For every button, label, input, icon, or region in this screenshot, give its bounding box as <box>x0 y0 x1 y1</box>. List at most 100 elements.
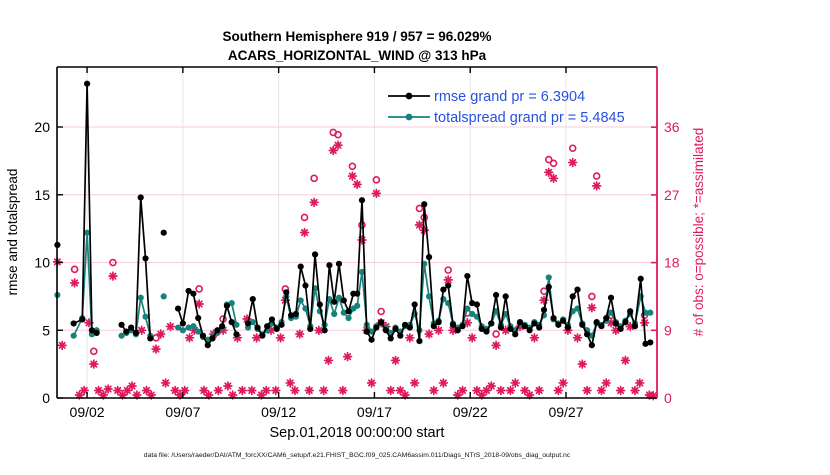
rmse-point <box>358 197 366 204</box>
totalspread-point <box>607 309 615 316</box>
totalspread-point <box>233 321 240 328</box>
rmse-point <box>642 340 649 347</box>
possible-point <box>588 292 596 301</box>
right-tick-label: 9 <box>664 322 672 338</box>
legend-rmse-marker <box>405 92 413 100</box>
rmse-point <box>326 262 333 269</box>
rmse-point <box>118 321 125 328</box>
rmse-point <box>622 319 629 326</box>
right-tick-label: 36 <box>664 119 680 135</box>
assimilated-point <box>342 351 353 362</box>
assimilated-point <box>74 390 85 400</box>
assimilated-point <box>620 355 631 366</box>
rmse-point <box>268 316 276 323</box>
rmse-point <box>483 328 490 335</box>
rmse-point <box>363 328 370 335</box>
rmse-point <box>588 342 595 349</box>
rmse-point <box>160 229 167 236</box>
rmse-point <box>214 327 221 334</box>
assimilated-point <box>223 381 233 391</box>
plot-title-line2: ACARS_HORIZONTAL_WIND @ 313 hPa <box>228 48 487 63</box>
possible-point <box>549 159 558 168</box>
possible-point <box>195 285 203 293</box>
rmse-point <box>445 282 452 289</box>
totalspread-point <box>137 294 144 301</box>
totalspread-point <box>142 313 149 320</box>
rmse-point <box>244 320 252 327</box>
assimilated-point <box>266 325 276 336</box>
rmse-point <box>254 324 261 331</box>
tick-marks <box>57 67 657 399</box>
assimilated-point <box>333 140 343 150</box>
rmse-point <box>497 324 504 331</box>
assimilated-point <box>529 333 540 343</box>
rmse-point <box>335 260 343 267</box>
assimilated-point <box>462 318 473 328</box>
assimilated-point <box>544 167 554 178</box>
assimilated-point <box>591 181 602 191</box>
rmse-point <box>492 291 500 299</box>
rmse-point <box>142 255 149 262</box>
rmse-point <box>79 316 86 323</box>
rmse-point <box>435 319 442 326</box>
assimilated-point <box>184 333 195 343</box>
assimilated-point <box>395 385 406 396</box>
rmse-point <box>302 282 309 289</box>
x-tick-label: 09/07 <box>165 404 200 420</box>
assimilated-point <box>112 385 123 396</box>
rmse-point <box>147 335 154 342</box>
left-tick-label: 15 <box>34 187 50 203</box>
totalspread-point <box>83 229 91 236</box>
rmse-point <box>430 323 437 330</box>
totalspread-point <box>358 268 366 276</box>
assimilated-point <box>414 220 425 230</box>
legend: rmse grand pr = 6.3904 totalspread grand… <box>388 89 625 126</box>
assimilated-point <box>500 325 511 336</box>
rmse-point <box>378 319 385 326</box>
left-y-axis-label: rmse and totalspread <box>5 169 20 296</box>
rmse-point <box>502 293 509 300</box>
plot-title-line1: Southern Hemisphere 919 / 957 = 96.029% <box>222 29 491 44</box>
rmse-point <box>507 325 514 333</box>
assimilated-point <box>453 390 463 400</box>
assimilated-point <box>648 390 658 401</box>
assimilated-point <box>136 325 147 336</box>
totalspread-point <box>345 314 352 322</box>
assimilated-point <box>141 385 152 396</box>
totalspread-point <box>195 328 202 335</box>
possible-point <box>444 266 452 274</box>
rmse-point <box>411 301 418 308</box>
left-tick-label: 0 <box>42 390 50 406</box>
assimilated-point <box>290 385 300 396</box>
assimilated-point <box>520 385 530 396</box>
left-tick-label: 5 <box>42 322 50 338</box>
rmse-point <box>593 319 600 326</box>
assimilated-point <box>457 385 468 396</box>
assimilated-point <box>448 325 458 336</box>
rmse-point <box>397 332 404 339</box>
assimilated-point <box>496 385 506 396</box>
rmse-point <box>607 294 615 301</box>
x-tick-label: 09/22 <box>453 404 488 420</box>
assimilated-point <box>237 385 247 396</box>
totalspread-point <box>469 310 476 318</box>
assimilated-point <box>587 302 597 313</box>
rmse-point <box>345 308 352 315</box>
rmse-point <box>132 329 140 337</box>
rmse-point <box>536 324 543 331</box>
legend-totalspread-marker <box>405 113 413 121</box>
possible-point <box>300 213 309 222</box>
rmse-point <box>321 327 328 334</box>
rmse-point <box>478 325 485 333</box>
rmse-point <box>617 325 624 333</box>
assimilated-point <box>601 378 611 388</box>
rmse-point <box>488 320 495 327</box>
x-axis-label: Sep.01,2018 00:00:00 start <box>270 425 445 441</box>
assimilated-point <box>352 179 362 190</box>
assimilated-point <box>271 385 281 396</box>
assimilated-point <box>366 378 377 388</box>
assimilated-point <box>567 157 578 168</box>
assimilated-point <box>443 275 453 285</box>
assimilated-point <box>347 171 358 181</box>
assimilated-point <box>491 340 501 351</box>
